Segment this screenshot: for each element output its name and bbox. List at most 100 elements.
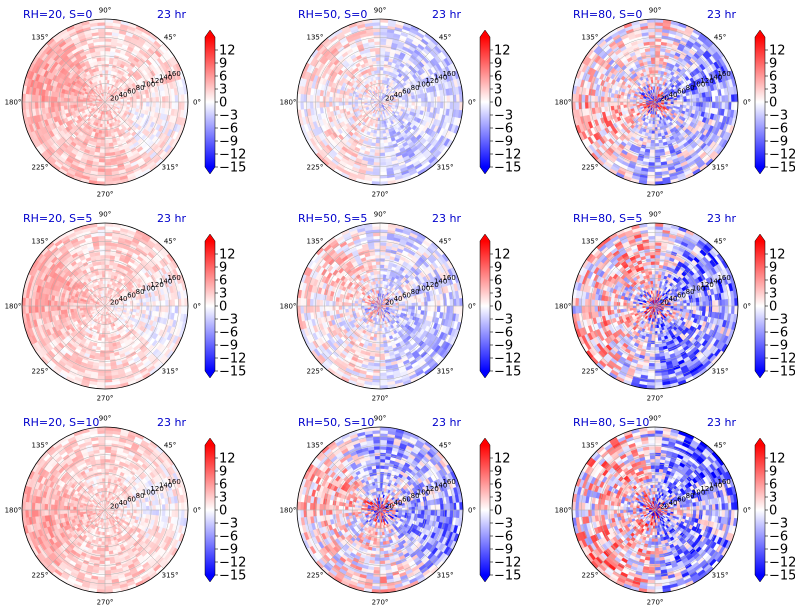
angular-tick-label: 225° <box>582 164 599 172</box>
angular-gridline <box>104 305 164 365</box>
angular-tick-label: 45° <box>439 33 451 41</box>
colorbar-extend-max <box>480 234 490 241</box>
angular-gridline <box>321 247 381 307</box>
radial-tick-label: 160 <box>167 70 180 78</box>
angular-tick-label: 90° <box>374 211 386 219</box>
angular-tick-label: 225° <box>32 368 49 376</box>
angular-gridline <box>379 509 439 569</box>
colorbar-tick-label: −15 <box>494 161 521 176</box>
colorbar-tick-label: 0 <box>769 96 777 111</box>
radial-tick-label: 160 <box>442 274 455 282</box>
colorbar-tick-label: −3 <box>769 313 788 328</box>
colorbar-tick-label: 6 <box>769 70 777 85</box>
angular-tick-label: 180° <box>280 99 297 107</box>
colorbar-tick-label: −6 <box>494 122 513 137</box>
angular-tick-label: 315° <box>437 572 454 580</box>
colorbar-tick-label: 12 <box>769 248 786 263</box>
colorbar-extend-max <box>755 30 765 37</box>
radial-tick-label: 100 <box>417 284 430 292</box>
colorbar-tick-label: 12 <box>219 248 236 263</box>
colorbar-tick-label: 12 <box>219 44 236 59</box>
radial-tick-label: 100 <box>142 80 155 88</box>
angular-tick-label: 270° <box>97 599 114 607</box>
radial-tick-label: 120 <box>150 485 163 493</box>
colorbar-tick-label: 0 <box>494 300 502 315</box>
panel-title: RH=80, S=5 <box>573 212 642 225</box>
radial-tick-label: 60 <box>127 495 136 503</box>
colorbar-tick-label: −3 <box>769 517 788 532</box>
radial-tick-label: 160 <box>167 274 180 282</box>
colorbar-tick-label: −3 <box>494 109 513 124</box>
angular-tick-label: 270° <box>647 191 664 199</box>
panel-title: RH=20, S=5 <box>23 212 92 225</box>
radial-tick-label: 100 <box>142 488 155 496</box>
colorbar-tick-label: −3 <box>769 109 788 124</box>
angular-gridline <box>596 509 656 569</box>
angular-tick-label: 135° <box>32 33 49 41</box>
polar-frame <box>21 222 189 390</box>
radial-tick-label: 80 <box>686 288 695 296</box>
radial-tick-label: 40 <box>669 295 678 303</box>
polar-frame <box>571 222 739 390</box>
angular-tick-label: 135° <box>307 441 324 449</box>
radial-tick-label: 20 <box>660 94 669 102</box>
colorbar-tick-label: 12 <box>494 44 511 59</box>
colorbar-tick-label: 9 <box>219 261 227 276</box>
panel-title: RH=50, S=5 <box>298 212 367 225</box>
colorbar-tick-label: 0 <box>494 96 502 111</box>
angular-gridline <box>104 247 164 307</box>
radial-tick-label: 60 <box>402 87 411 95</box>
angular-tick-label: 45° <box>439 441 451 449</box>
radial-tick-label: 20 <box>385 94 394 102</box>
radial-tick-label: 60 <box>677 495 686 503</box>
colorbar-tick-label: 0 <box>219 504 227 519</box>
colorbar-tick-label: −9 <box>494 543 513 558</box>
radial-tick-label: 20 <box>660 502 669 510</box>
radial-tick-label: 140 <box>159 73 172 81</box>
angular-gridline <box>46 43 106 103</box>
angular-tick-label: 225° <box>307 572 324 580</box>
radial-tick-label: 40 <box>119 91 128 99</box>
radial-tick-label: 40 <box>669 91 678 99</box>
radial-tick-label: 20 <box>385 298 394 306</box>
angular-tick-label: 45° <box>714 441 726 449</box>
radial-tick-label: 120 <box>150 281 163 289</box>
angular-tick-label: 315° <box>162 572 179 580</box>
panel-title: RH=50, S=10 <box>298 416 374 429</box>
colorbar-extend-max <box>755 438 765 445</box>
angular-tick-label: 0° <box>193 99 201 107</box>
angular-tick-label: 90° <box>99 415 111 423</box>
radial-tick-label: 140 <box>434 481 447 489</box>
radial-tick-label: 120 <box>700 485 713 493</box>
angular-tick-label: 90° <box>374 7 386 15</box>
angular-tick-label: 45° <box>164 237 176 245</box>
polar-frame <box>21 426 189 594</box>
colorbar-tick-label: 9 <box>769 261 777 276</box>
radial-tick-label: 40 <box>394 91 403 99</box>
radial-tick-label: 140 <box>434 73 447 81</box>
angular-tick-label: 270° <box>97 191 114 199</box>
radial-tick-label: 100 <box>417 488 430 496</box>
angular-tick-label: 270° <box>372 599 389 607</box>
colorbar-extend-max <box>480 438 490 445</box>
colorbar-tick-label: −15 <box>219 365 246 380</box>
angular-tick-label: 270° <box>647 599 664 607</box>
colorbar-tick-label: 9 <box>219 465 227 480</box>
colorbar-tick-label: −3 <box>494 517 513 532</box>
radial-tick-label: 140 <box>709 277 722 285</box>
angular-tick-label: 180° <box>555 303 572 311</box>
colorbar-tick-label: −12 <box>219 148 246 163</box>
colorbar-tick-label: 3 <box>769 83 777 98</box>
polar-panel: 0°45°90°135°180°225°270°315°20 40 60 801001… <box>5 415 247 607</box>
colorbar-tick-label: −15 <box>219 569 246 584</box>
angular-gridline <box>46 451 106 511</box>
colorbar-extend-min <box>755 575 765 582</box>
angular-tick-label: 315° <box>712 164 729 172</box>
angular-gridline <box>104 509 164 569</box>
colorbar-tick-label: 6 <box>219 478 227 493</box>
time-label: 23 hr <box>157 8 186 21</box>
angular-tick-label: 225° <box>307 164 324 172</box>
panel-title: RH=50, S=0 <box>298 8 367 21</box>
radial-tick-label: 80 <box>686 84 695 92</box>
angular-tick-label: 45° <box>164 441 176 449</box>
